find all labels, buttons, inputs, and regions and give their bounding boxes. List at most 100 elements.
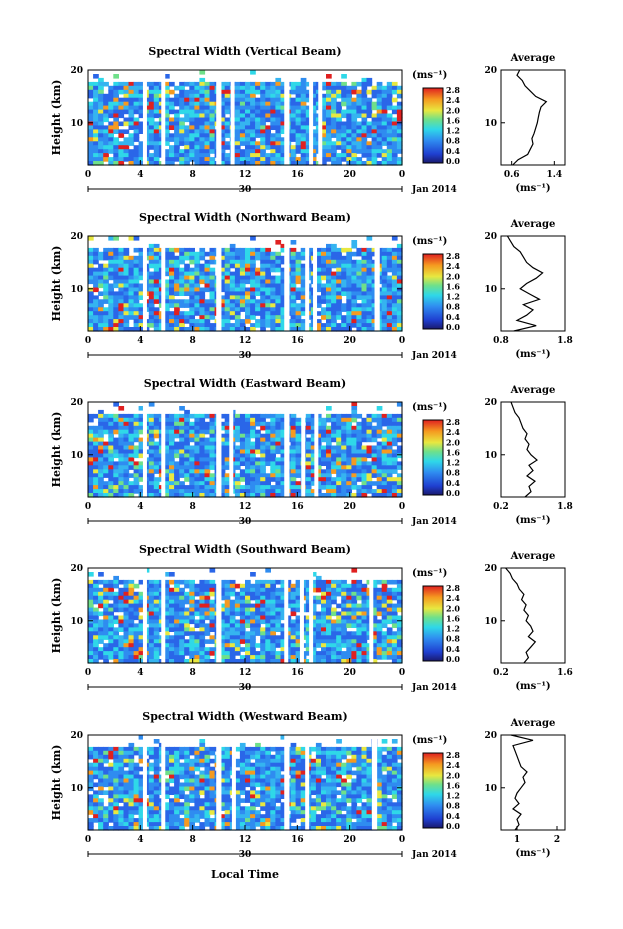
heatmap-cell: [386, 113, 393, 119]
heatmap-cell: [331, 437, 337, 443]
heatmap-cell: [224, 315, 231, 320]
heatmap-cell: [209, 421, 216, 427]
heatmap-cell: [356, 275, 363, 281]
heatmap-cell: [239, 259, 246, 265]
heatmap-cell: [224, 101, 231, 107]
heatmap-cell: [174, 449, 180, 455]
day-label: 30: [239, 185, 252, 195]
heatmap-cell: [245, 635, 251, 640]
heatmap-cell: [295, 465, 302, 470]
heatmap-cell: [275, 611, 282, 617]
heatmap-cell: [123, 647, 130, 652]
heatmap-cell: [351, 651, 358, 656]
heatmap-cell: [138, 327, 145, 332]
heatmap-cell: [169, 445, 175, 451]
heatmap-cell: [260, 137, 266, 142]
heatmap-cell: [250, 603, 256, 609]
heatmap-cell: [113, 429, 119, 435]
heatmap-cell: [300, 113, 307, 119]
heatmap-cell: [275, 433, 282, 439]
heatmap-cell: [108, 473, 114, 478]
heatmap-cell: [270, 441, 276, 447]
heatmap-cell: [148, 101, 155, 107]
heatmap-cell: [310, 587, 317, 593]
heatmap-cell: [148, 243, 155, 249]
heatmap-cell: [275, 133, 282, 138]
heatmap-cell: [250, 287, 256, 293]
heatmap-cell: [260, 603, 266, 609]
heatmap-cell: [153, 267, 160, 273]
heatmap-cell: [270, 251, 276, 257]
heatmap-cell: [103, 643, 109, 648]
heatmap-cell: [265, 413, 271, 419]
heatmap-cell: [356, 161, 363, 166]
heatmap-cell: [133, 655, 140, 660]
heatmap-cell: [305, 133, 312, 138]
heatmap-cell: [199, 449, 206, 455]
heatmap-cell: [356, 453, 363, 459]
heatmap-cell: [93, 137, 99, 142]
heatmap-cell: [381, 279, 388, 285]
heatmap-cell: [260, 259, 266, 265]
heatmap-cell: [179, 271, 185, 277]
heatmap-cell: [250, 267, 256, 273]
heatmap-cell: [209, 485, 216, 490]
heatmap-cell: [290, 627, 297, 632]
heatmap-cell: [88, 101, 94, 107]
heatmap-cell: [265, 267, 271, 273]
heatmap-cell: [174, 129, 180, 134]
heatmap-cell: [179, 137, 185, 142]
heatmap-cell: [376, 133, 383, 138]
heatmap-cell: [295, 627, 302, 632]
heatmap-cell: [204, 303, 211, 308]
heatmap-cell: [194, 449, 201, 455]
heatmap-cell: [93, 117, 99, 123]
heatmap-cell: [305, 93, 312, 99]
x-tick-label: 4: [137, 336, 143, 346]
heatmap-cell: [295, 583, 302, 589]
heatmap-cell: [315, 437, 322, 443]
heatmap-cell: [351, 425, 358, 431]
heatmap-cell: [234, 591, 241, 597]
heatmap-cell: [346, 125, 352, 130]
heatmap-cell: [123, 481, 130, 486]
heatmap-cell: [239, 251, 246, 257]
heatmap-cell: [255, 109, 261, 115]
heatmap-cell: [189, 643, 195, 648]
heatmap-cell: [209, 97, 216, 103]
heatmap-cell: [341, 275, 347, 281]
heatmap-cell: [356, 465, 363, 470]
heatmap-cell: [305, 125, 312, 130]
heatmap-cell: [123, 599, 130, 605]
heatmap-cell: [103, 623, 109, 628]
heatmap-cell: [113, 157, 119, 162]
heatmap-cell: [255, 627, 261, 632]
heatmap-cell: [189, 477, 195, 482]
heatmap-cell: [224, 279, 231, 285]
heatmap-cell: [351, 89, 358, 95]
heatmap-cell: [280, 643, 287, 648]
heatmap-cell: [321, 591, 327, 597]
heatmap-cell: [153, 595, 160, 601]
heatmap-cell: [113, 303, 119, 308]
heatmap-cell: [174, 485, 180, 490]
heatmap-cell: [250, 453, 256, 459]
heatmap-cell: [391, 255, 398, 261]
heatmap-cell: [361, 149, 368, 154]
heatmap-cell: [305, 145, 312, 150]
heatmap-cell: [219, 137, 226, 142]
heatmap-cell: [290, 291, 297, 296]
heatmap-cell: [386, 295, 393, 300]
heatmap-cell: [275, 97, 282, 103]
heatmap-cell: [295, 145, 302, 150]
heatmap-cell: [265, 591, 271, 597]
heatmap-cell: [133, 259, 140, 265]
heatmap-cell: [113, 283, 119, 289]
heatmap-cell: [103, 591, 109, 597]
heatmap-cell: [361, 291, 368, 296]
heatmap-cell: [280, 129, 287, 134]
heatmap-cell: [361, 137, 368, 142]
heatmap-cell: [189, 445, 195, 451]
heatmap-cell: [351, 149, 358, 154]
heatmap-cell: [245, 445, 251, 451]
